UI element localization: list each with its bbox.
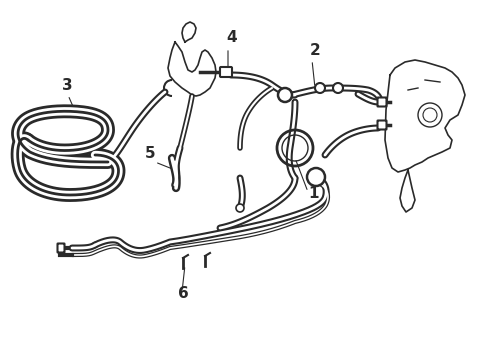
Circle shape [307,168,325,186]
Text: 5: 5 [145,146,156,161]
Text: 1: 1 [308,186,318,201]
Polygon shape [168,42,216,96]
Text: 4: 4 [226,30,237,45]
FancyBboxPatch shape [220,67,232,77]
Polygon shape [182,22,196,42]
Circle shape [315,83,325,93]
Text: 2: 2 [310,43,321,58]
FancyBboxPatch shape [377,98,387,107]
Circle shape [278,88,292,102]
Circle shape [333,83,343,93]
Text: 3: 3 [62,78,73,93]
Circle shape [236,204,244,212]
FancyBboxPatch shape [377,121,387,130]
Polygon shape [385,60,465,172]
Text: 6: 6 [178,286,189,301]
Polygon shape [400,170,415,212]
FancyBboxPatch shape [57,243,65,252]
